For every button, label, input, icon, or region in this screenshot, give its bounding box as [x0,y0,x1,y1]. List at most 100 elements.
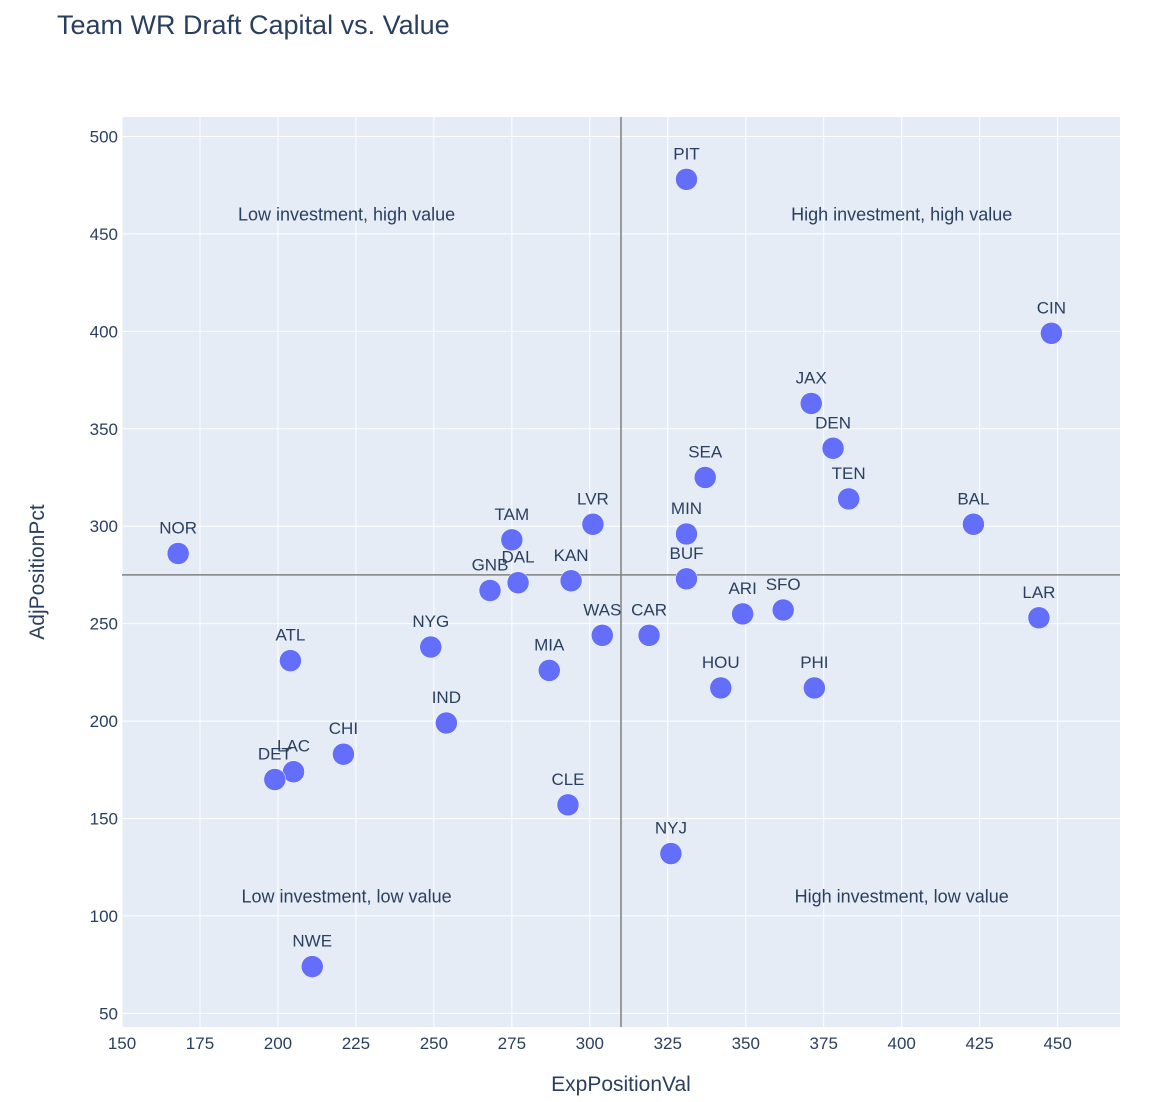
data-point-marker[interactable] [675,168,698,191]
data-point-nor[interactable]: NOR [159,518,197,565]
data-point-gnb[interactable]: GNB [472,556,509,602]
data-point-label: DET [258,745,292,764]
x-tick-label: 350 [732,1034,760,1053]
data-point-hou[interactable]: HOU [702,653,740,700]
data-point-label: NOR [159,518,197,537]
y-tick-label: 400 [90,322,118,341]
data-point-lac[interactable]: LAC [277,737,310,783]
data-point-marker[interactable] [675,567,698,591]
data-point-marker[interactable] [559,569,583,593]
data-point-marker[interactable] [332,742,355,766]
data-point-marker[interactable] [799,392,823,415]
data-point-marker[interactable] [166,542,190,565]
quadrant-label: Low investment, high value [238,204,455,224]
data-point-marker[interactable] [962,513,985,536]
data-point-ari[interactable]: ARI [728,579,757,626]
data-point-marker[interactable] [637,624,661,647]
data-point-tam[interactable]: TAM [495,505,530,552]
y-tick-label: 450 [90,225,118,244]
data-point-marker[interactable] [538,659,561,682]
data-point-marker[interactable] [581,513,605,536]
data-point-label: BAL [957,489,989,508]
data-point-lar[interactable]: LAR [1022,583,1055,630]
x-tick-label: 325 [654,1034,682,1053]
data-point-marker[interactable] [837,487,860,511]
y-tick-label: 200 [90,712,118,731]
data-point-label: LAR [1022,583,1055,602]
data-point-bal[interactable]: BAL [957,489,989,536]
data-points: PIT CIN JAX DEN SEA TEN BAL LVR MIN TAM NOR BUF KAN D… [159,144,1066,978]
x-axis-ticks: 150 175 200 225 250 275 300 325 350 375 400 425 450 [108,1034,1072,1053]
x-tick-label: 275 [498,1034,526,1053]
data-point-car[interactable]: CAR [631,600,667,647]
data-point-marker[interactable] [709,676,733,700]
data-point-nwe[interactable]: NWE [292,932,332,978]
data-point-ind[interactable]: IND [432,688,461,735]
data-point-min[interactable]: MIN [671,499,702,546]
data-point-marker[interactable] [771,598,795,622]
data-point-label: ARI [728,579,756,598]
x-tick-label: 250 [420,1034,448,1053]
quadrant-label: Low investment, low value [241,886,451,906]
data-point-marker[interactable] [279,649,302,672]
data-point-label: ATL [275,626,305,645]
data-point-was[interactable]: WAS [583,600,621,647]
data-point-det[interactable]: DET [258,745,292,791]
x-tick-label: 150 [108,1034,136,1053]
data-point-label: MIN [671,499,702,518]
x-tick-label: 450 [1043,1034,1071,1053]
data-point-marker[interactable] [1040,322,1063,345]
data-point-marker[interactable] [435,711,458,735]
data-point-pit[interactable]: PIT [673,144,700,191]
data-point-buf[interactable]: BUF [669,544,703,591]
data-point-sfo[interactable]: SFO [766,575,801,622]
data-point-label: LVR [577,489,609,508]
data-point-marker[interactable] [300,955,324,978]
data-point-label: PIT [673,144,699,163]
y-tick-label: 500 [90,127,118,146]
quadrant-labels: Low investment, high value High investmen… [238,204,1012,906]
data-point-marker[interactable] [803,676,826,700]
data-point-jax[interactable]: JAX [796,368,827,415]
data-point-atl[interactable]: ATL [275,626,305,672]
data-point-label: CLE [551,770,584,789]
data-point-phi[interactable]: PHI [800,653,829,700]
data-point-label: HOU [702,653,740,672]
data-point-marker[interactable] [263,768,287,791]
data-point-label: JAX [796,368,827,387]
data-point-chi[interactable]: CHI [329,719,358,766]
data-point-kan[interactable]: KAN [554,546,589,593]
data-point-label: NYG [412,612,449,631]
data-point-marker[interactable] [731,602,754,626]
data-point-marker[interactable] [500,528,524,552]
data-point-marker[interactable] [675,522,698,546]
data-point-label: WAS [583,600,621,619]
data-point-label: SEA [688,442,723,461]
data-point-nyj[interactable]: NYJ [655,819,687,865]
data-point-lvr[interactable]: LVR [577,489,609,536]
data-point-dal[interactable]: DAL [502,548,535,594]
data-point-marker[interactable] [591,624,614,647]
data-point-marker[interactable] [659,842,683,865]
data-point-sea[interactable]: SEA [688,442,723,489]
data-point-ten[interactable]: TEN [832,464,866,511]
data-point-cin[interactable]: CIN [1037,298,1066,345]
data-point-marker[interactable] [821,437,845,460]
data-point-marker[interactable] [693,466,717,489]
data-point-label: CHI [329,719,358,738]
data-point-label: TEN [832,464,866,483]
data-point-marker[interactable] [478,579,502,602]
data-point-label: GNB [472,556,509,575]
data-point-marker[interactable] [506,571,530,594]
data-point-cle[interactable]: CLE [551,770,585,817]
data-point-marker[interactable] [419,635,443,659]
quadrant-label: High investment, high value [791,204,1012,224]
data-point-label: NYJ [655,819,687,838]
data-point-nyg[interactable]: NYG [412,612,449,659]
data-point-marker[interactable] [556,793,580,817]
data-point-den[interactable]: DEN [815,413,851,460]
data-point-mia[interactable]: MIA [534,635,565,682]
data-point-marker[interactable] [1027,606,1051,630]
data-point-label: IND [432,688,461,707]
